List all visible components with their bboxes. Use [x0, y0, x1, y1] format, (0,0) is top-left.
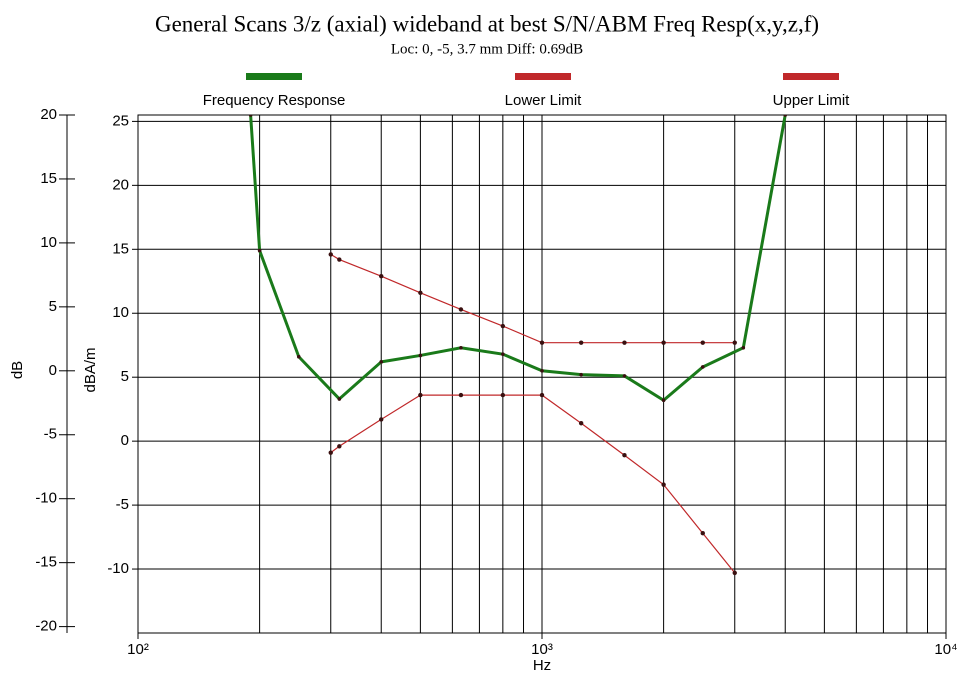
data-point — [418, 392, 423, 398]
data-point — [458, 392, 464, 398]
y2-axis-label: dB — [9, 361, 26, 379]
data-point — [539, 392, 545, 398]
legend-label: Frequency Response — [203, 92, 346, 109]
y2-tick-label: 5 — [49, 298, 57, 315]
data-point — [783, 115, 788, 117]
x-tick-label: 10² — [127, 641, 149, 658]
data-point — [337, 444, 342, 449]
chart-title: General Scans 3/z (axial) wideband at be… — [155, 11, 819, 36]
data-point — [578, 421, 584, 426]
data-point — [337, 257, 342, 262]
series-line — [330, 394, 736, 574]
y2-tick-label: 20 — [40, 106, 57, 123]
data-point — [379, 273, 384, 279]
data-point — [248, 115, 253, 117]
x-tick-label: 10³ — [531, 641, 553, 658]
data-point — [700, 340, 705, 345]
data-point — [418, 290, 423, 295]
data-point — [661, 482, 666, 487]
y-tick-label: 10 — [112, 304, 129, 321]
legend-swatch — [246, 73, 302, 80]
y2-tick-label: -5 — [44, 426, 57, 443]
y2-tick-label: 15 — [40, 170, 57, 187]
data-point — [328, 252, 333, 257]
y2-tick-label: -20 — [35, 618, 57, 635]
series-line — [330, 253, 735, 344]
x-tick-label: 10⁴ — [934, 641, 957, 658]
data-point — [328, 450, 333, 455]
data-point — [700, 365, 705, 369]
plot-area — [248, 115, 788, 576]
data-point — [700, 531, 705, 536]
data-point — [661, 340, 666, 345]
legend-swatch — [783, 73, 839, 80]
data-point — [578, 340, 584, 345]
legend-label: Upper Limit — [773, 92, 851, 109]
x-axis-label: Hz — [533, 657, 551, 674]
y2-tick-label: 0 — [49, 362, 57, 379]
legend-swatch — [515, 73, 571, 80]
y-tick-label: 25 — [112, 112, 129, 129]
legend-label: Lower Limit — [505, 92, 583, 109]
y-tick-label: 0 — [121, 432, 129, 449]
y2-tick-label: 10 — [40, 234, 57, 251]
data-point — [379, 417, 384, 422]
y-axis-label: dBA/m — [82, 347, 99, 392]
data-point — [539, 340, 545, 345]
data-point — [458, 307, 464, 312]
plot-border — [137, 114, 947, 634]
data-point — [622, 453, 627, 458]
y-tick-label: 20 — [112, 176, 129, 193]
y-tick-label: -5 — [116, 496, 129, 513]
data-point — [337, 397, 342, 401]
data-point — [579, 372, 583, 377]
data-point — [500, 323, 506, 329]
data-point — [296, 354, 301, 359]
data-point — [540, 369, 544, 373]
data-point — [257, 248, 262, 253]
y2-tick-label: -10 — [35, 490, 57, 507]
data-point — [418, 353, 423, 358]
y-tick-label: 15 — [112, 240, 129, 257]
data-point — [661, 398, 666, 403]
data-point — [500, 392, 506, 398]
chart-subtitle: Loc: 0, -5, 3.7 mm Diff: 0.69dB — [391, 41, 583, 57]
data-point — [379, 360, 384, 364]
data-point — [732, 570, 737, 576]
y-tick-label: 5 — [121, 368, 129, 385]
data-point — [622, 340, 627, 345]
data-point — [459, 345, 463, 350]
data-point — [501, 352, 505, 356]
data-point — [741, 345, 746, 350]
y2-tick-label: -15 — [35, 554, 57, 571]
y-tick-label: -10 — [107, 560, 129, 577]
data-point — [622, 374, 627, 378]
data-point — [732, 340, 737, 345]
